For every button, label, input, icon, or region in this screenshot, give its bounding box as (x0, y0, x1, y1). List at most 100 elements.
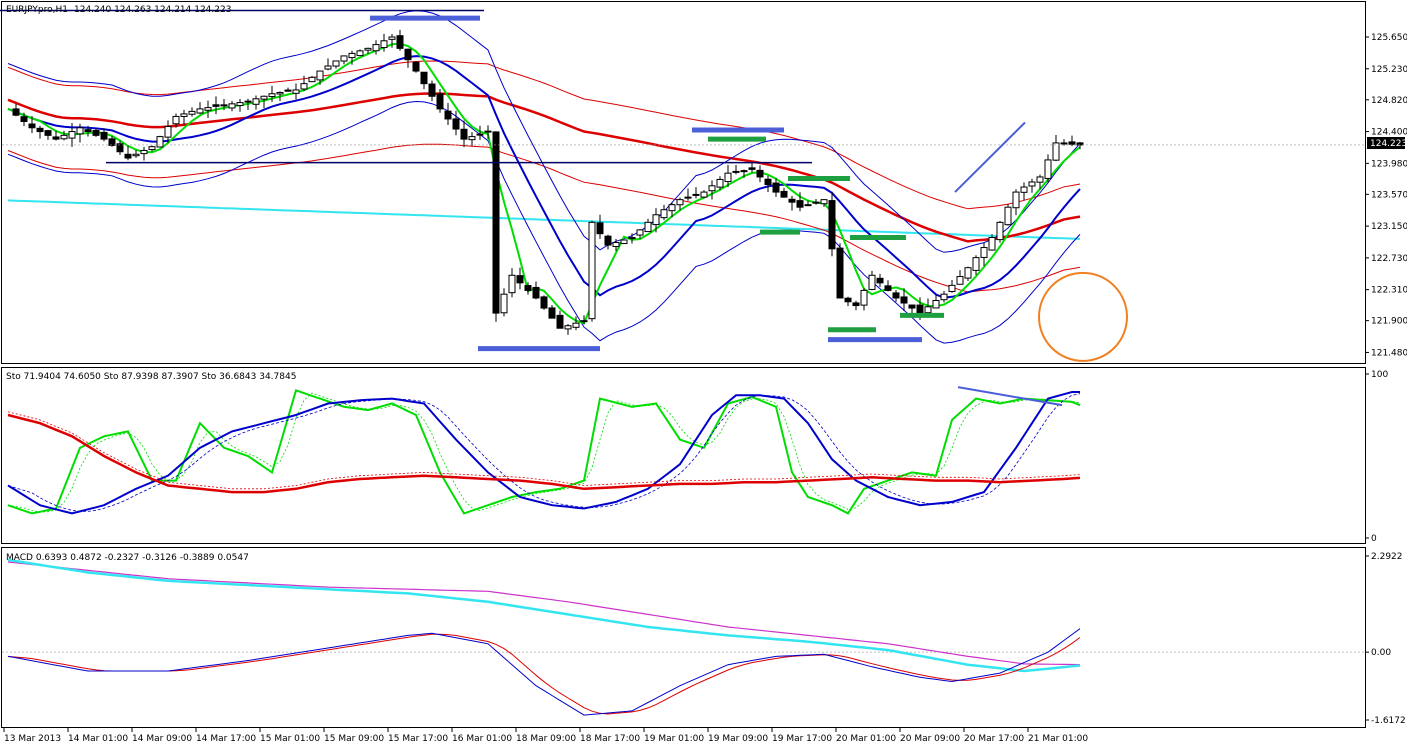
candle-body (1052, 142, 1060, 161)
macd-header: MACD 0.6393 0.4872 -0.2327 -0.3126 -0.38… (6, 553, 249, 563)
price-axis-tick-label: 123.980 (1371, 159, 1407, 169)
candle-body (644, 221, 652, 233)
candle-body (124, 153, 132, 159)
candle-body (484, 130, 492, 133)
candle-body (900, 296, 908, 304)
candle-body (636, 229, 644, 236)
candle-body (252, 98, 260, 105)
candle-body (316, 70, 324, 81)
candle-body (876, 277, 884, 284)
candle-body (508, 274, 516, 294)
price-axis-tick-label: 124.820 (1371, 96, 1407, 106)
candle-body (924, 306, 932, 314)
candle-body (772, 182, 780, 193)
candle-body (604, 235, 612, 246)
candle-body (468, 136, 476, 141)
candle-body (868, 274, 876, 290)
stoch-axis-tick-label: 0 (1371, 534, 1377, 544)
price-axis-tick-label: 123.570 (1371, 190, 1407, 200)
candle-body (308, 76, 316, 83)
candle-body (452, 118, 460, 130)
candle-body (20, 116, 28, 122)
stochastic-panel[interactable] (1, 367, 1366, 544)
stochastic-header: Sto 71.9404 74.6050 Sto 87.9398 87.3907 … (6, 372, 296, 382)
candle-body (1060, 142, 1068, 145)
candle-body (836, 247, 844, 299)
candle-body (780, 190, 788, 198)
candle-body (940, 293, 948, 301)
ma-mid-line (7, 55, 1081, 299)
candle-body (428, 83, 436, 97)
candle-body (996, 221, 1004, 241)
ohlc-header: 124.240 124.263 124.214 124.223 (74, 5, 231, 15)
candle-body (460, 128, 468, 140)
candle-body (212, 104, 220, 107)
symbol-header: EURJPYpro,H1 (6, 5, 68, 15)
time-tick-label: 14 Mar 17:00 (196, 734, 256, 744)
candle-body (1036, 176, 1044, 183)
macd-panel[interactable] (1, 547, 1366, 728)
price-series-layer (0, 9, 1364, 362)
candle-body (388, 36, 396, 40)
candle-body (612, 242, 620, 248)
candle-body (332, 60, 340, 67)
candle-body (164, 126, 172, 138)
price-panel[interactable] (1, 1, 1366, 364)
candle-body (700, 191, 708, 198)
price-axis-tick-label: 122.730 (1371, 254, 1407, 264)
time-tick-label: 19 Mar 09:00 (708, 734, 768, 744)
trend-line (954, 121, 1026, 193)
candle-body (276, 91, 284, 95)
candle-body (572, 322, 580, 328)
candle-body (820, 199, 828, 205)
price-axis-tick-label: 124.400 (1371, 128, 1407, 138)
candle-body (44, 130, 52, 136)
candle-body (1028, 181, 1036, 187)
candle-body (956, 276, 964, 285)
candle-body (404, 48, 412, 61)
time-tick-label: 14 Mar 01:00 (68, 734, 128, 744)
ma-mid-upper-band (7, 10, 1081, 253)
time-tick-label: 13 Mar 2013 (4, 734, 61, 744)
candle-body (420, 71, 428, 85)
candle-body (260, 95, 268, 100)
candle-body (436, 93, 444, 110)
candle-body (932, 299, 940, 309)
candle-body (220, 104, 228, 107)
candle-body (380, 40, 388, 49)
candle-body (116, 143, 124, 153)
candle-body (268, 93, 276, 98)
candle-body (740, 170, 748, 173)
time-tick-label: 21 Mar 01:00 (1028, 734, 1088, 744)
candle-body (844, 297, 852, 303)
candle-body (92, 130, 100, 136)
time-tick-label: 15 Mar 01:00 (260, 734, 320, 744)
time-tick-label: 15 Mar 17:00 (388, 734, 448, 744)
macd-main-line (7, 628, 1081, 716)
time-tick-label: 15 Mar 09:00 (324, 734, 384, 744)
candle-body (52, 136, 60, 140)
candle-body (884, 285, 892, 291)
candle-body (860, 289, 868, 306)
stoch-slow-signal (7, 411, 1081, 490)
candle-body (364, 47, 372, 51)
candle-body (548, 307, 556, 319)
time-tick-label: 20 Mar 01:00 (836, 734, 896, 744)
candle-body (724, 172, 732, 183)
price-axis-tick-label: 125.230 (1371, 65, 1407, 75)
candle-body (1012, 191, 1020, 209)
stochastic-series-layer (7, 386, 1081, 515)
candle-body (972, 257, 980, 271)
candle-body (828, 200, 836, 250)
time-tick-label: 19 Mar 01:00 (644, 734, 704, 744)
candle-body (1044, 159, 1052, 179)
price-axis-tick-label: 122.310 (1371, 286, 1407, 296)
candle-body (516, 275, 524, 284)
candle-body (620, 239, 628, 245)
macd-axis-tick-label: -1.6172 (1371, 716, 1406, 726)
candle-body (132, 153, 140, 157)
time-tick-label: 18 Mar 09:00 (516, 734, 576, 744)
candle-body (140, 149, 148, 155)
candle-body (1076, 142, 1084, 146)
